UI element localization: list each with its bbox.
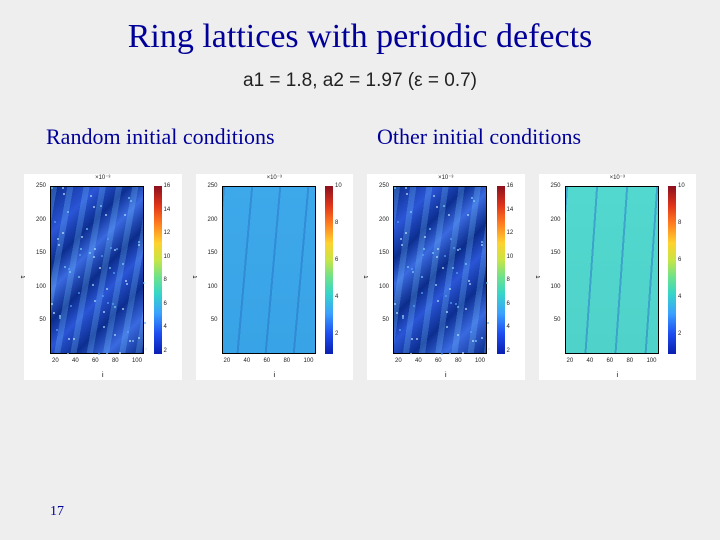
condition-left: Random initial conditions [40,124,349,150]
page-number: 17 [50,504,64,520]
panel-title: ×10⁻³ [196,174,354,181]
colorbar-ticks: 108642 [335,186,351,354]
heatmap-panel: ×10⁻³ 25020015010050 τ 108642 2040608010… [539,174,697,380]
x-axis-label: i [196,372,354,379]
y-axis-label: τ [534,276,541,279]
heatmap-panel: ×10⁻³ 25020015010050 τ 161412108642 2040… [24,174,182,380]
heatmap-panel: ×10⁻³ 25020015010050 τ 108642 2040608010… [196,174,354,380]
x-axis-ticks: 20406080100 [50,358,144,370]
figure-row: ×10⁻³ 25020015010050 τ 161412108642 2040… [0,174,720,380]
panel-title: ×10⁻³ [367,174,525,181]
y-axis-label: τ [191,276,198,279]
heatmap-plot [50,186,144,354]
colorbar [668,186,676,354]
panel-title: ×10⁻³ [24,174,182,181]
y-axis-ticks: 25020015010050 [541,186,563,354]
x-axis-ticks: 20406080100 [222,358,316,370]
colorbar-ticks: 161412108642 [507,186,523,354]
y-axis-ticks: 25020015010050 [26,186,48,354]
panel-title: ×10⁻³ [539,174,697,181]
colorbar [154,186,162,354]
x-axis-label: i [367,372,525,379]
y-axis-label: τ [20,276,27,279]
colorbar-ticks: 108642 [678,186,694,354]
x-axis-label: i [539,372,697,379]
colorbar [497,186,505,354]
colorbar-ticks: 161412108642 [164,186,180,354]
conditions-row: Random initial conditions Other initial … [0,124,720,150]
x-axis-ticks: 20406080100 [393,358,487,370]
condition-right: Other initial conditions [349,124,680,150]
y-axis-ticks: 25020015010050 [198,186,220,354]
y-axis-label: τ [363,276,370,279]
x-axis-ticks: 20406080100 [565,358,659,370]
y-axis-ticks: 25020015010050 [369,186,391,354]
heatmap-plot [222,186,316,354]
heatmap-panel: ×10⁻³ 25020015010050 τ 161412108642 2040… [367,174,525,380]
slide-subtitle: a1 = 1.8, a2 = 1.97 (ε = 0.7) [0,70,720,92]
x-axis-label: i [24,372,182,379]
colorbar [325,186,333,354]
heatmap-plot [565,186,659,354]
slide-title: Ring lattices with periodic defects [0,0,720,56]
heatmap-plot [393,186,487,354]
